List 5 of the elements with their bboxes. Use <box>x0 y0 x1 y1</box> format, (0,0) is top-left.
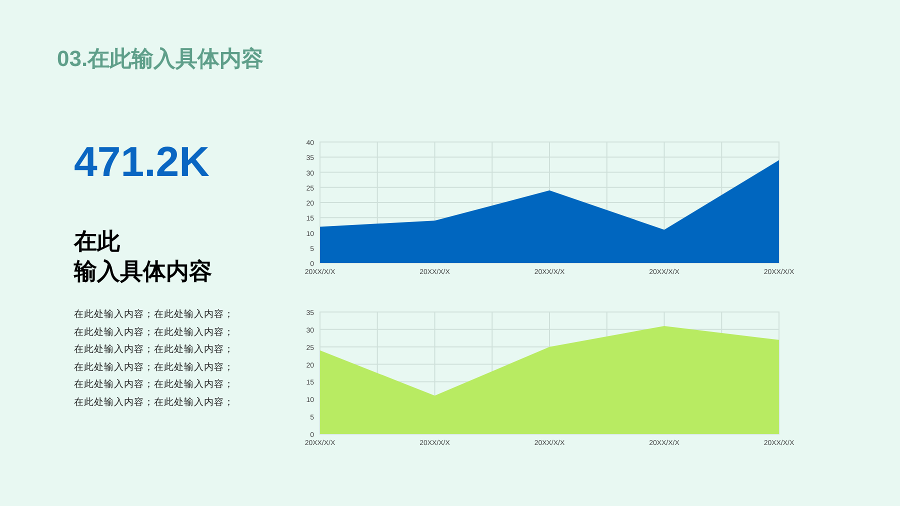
text: 471.2K <box>74 138 210 186</box>
text: 03.在此输入具体内容 <box>57 45 264 73</box>
text: 在此处输入内容；在此处输入内容；在此处输入内容；在此处输入内容；在此处输入内容；在此处输入内容；在此处输入内容；在此处输入内容；在此处输入内容；在此处输入内容；在此处输入内容；在此处输入内容； <box>74 308 235 410</box>
text: 在此 <box>74 227 120 256</box>
text: 输入具体内容 <box>74 257 212 286</box>
